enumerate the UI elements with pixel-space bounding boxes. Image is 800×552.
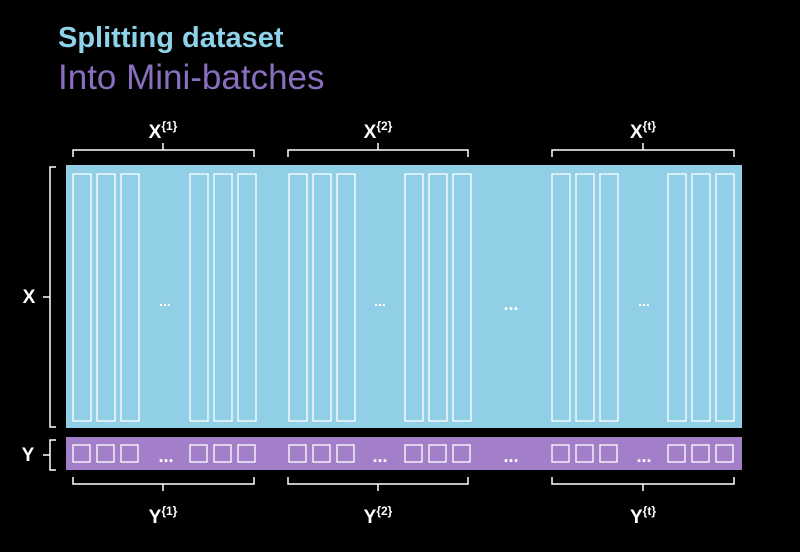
x-column-18: [715, 173, 735, 422]
x-batch-2-brace: [287, 143, 469, 157]
x-column-4: [189, 173, 209, 422]
x-column-2: [96, 173, 116, 422]
x-columns: [72, 173, 735, 422]
x-column-11: [428, 173, 448, 422]
x-batch-1-ellipsis: ...: [159, 293, 171, 309]
x-column-9: [336, 173, 356, 422]
x-axis-brace: [43, 166, 56, 428]
y-cell-1: [72, 444, 91, 463]
y-cell-12: [452, 444, 471, 463]
x-column-12: [452, 173, 472, 422]
x-column-8: [312, 173, 332, 422]
y-cell-6: [237, 444, 256, 463]
diagram-title: Splitting dataset: [58, 22, 284, 54]
x-batch-t-ellipsis: ...: [638, 293, 650, 309]
y-cell-7: [288, 444, 307, 463]
y-cell-3: [120, 444, 139, 463]
y-cell-16: [667, 444, 686, 463]
y-cell-13: [551, 444, 570, 463]
x-between-ellipsis: ...: [503, 294, 518, 314]
x-batch-2-ellipsis: ...: [374, 293, 386, 309]
y-batch-t-label: Y{t}: [630, 504, 656, 528]
y-cell-14: [575, 444, 594, 463]
x-column-5: [213, 173, 233, 422]
y-batch-2-ellipsis: ...: [372, 446, 387, 466]
x-column-16: [667, 173, 687, 422]
y-cell-2: [96, 444, 115, 463]
y-matrix: [66, 437, 742, 470]
x-column-6: [237, 173, 257, 422]
y-cell-5: [213, 444, 232, 463]
x-axis-label: X: [23, 287, 36, 308]
y-batch-1-label: Y{1}: [149, 504, 178, 528]
x-column-10: [404, 173, 424, 422]
x-column-14: [575, 173, 595, 422]
x-batch-1-label: X{1}: [149, 119, 178, 143]
x-column-15: [599, 173, 619, 422]
x-batch-2-label: X{2}: [364, 119, 393, 143]
batch-labels: X{1} X{2} X{t} Y{1} Y{2} Y{t} X Y: [22, 119, 657, 528]
x-column-13: [551, 173, 571, 422]
x-column-1: [72, 173, 92, 422]
y-cell-18: [715, 444, 734, 463]
y-batch-2-brace: [287, 477, 469, 491]
y-batch-t-ellipsis: ...: [636, 446, 651, 466]
x-column-7: [288, 173, 308, 422]
x-matrix: [66, 165, 742, 428]
y-cell-15: [599, 444, 618, 463]
y-batch-1-ellipsis: ...: [158, 446, 173, 466]
x-column-3: [120, 173, 140, 422]
y-axis-label: Y: [22, 445, 35, 466]
y-batch-2-label: Y{2}: [364, 504, 393, 528]
ellipses: ... ... ... ... ... ... ... ...: [158, 293, 651, 466]
x-batch-1-brace: [72, 143, 255, 157]
y-cell-9: [336, 444, 355, 463]
y-axis-brace: [43, 439, 56, 471]
diagram-subtitle: Into Mini-batches: [58, 58, 325, 97]
y-cell-17: [691, 444, 710, 463]
y-batch-1-brace: [72, 477, 255, 491]
brackets: [43, 143, 735, 491]
y-batch-t-brace: [551, 477, 735, 491]
y-cell-4: [189, 444, 208, 463]
x-batch-t-label: X{t}: [630, 119, 656, 143]
y-cell-11: [428, 444, 447, 463]
y-cell-8: [312, 444, 331, 463]
y-between-ellipsis: ...: [503, 446, 518, 466]
x-batch-t-brace: [551, 143, 735, 157]
y-cells: [72, 444, 734, 463]
x-column-17: [691, 173, 711, 422]
y-cell-10: [404, 444, 423, 463]
